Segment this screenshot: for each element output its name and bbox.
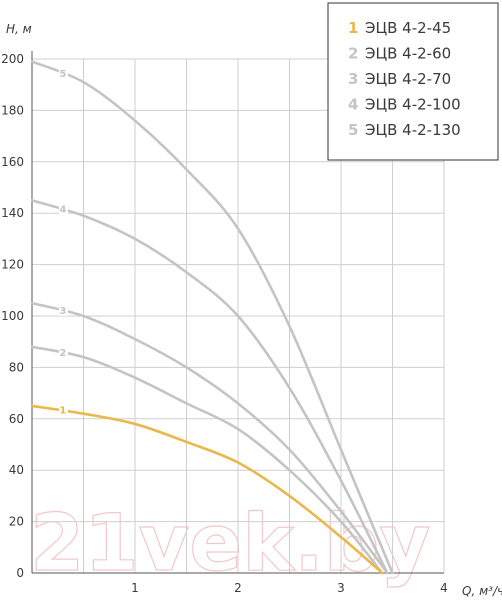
y-tick-label: 180 — [1, 103, 24, 117]
curve-label-3: 3 — [59, 306, 66, 317]
y-tick-label: 100 — [1, 309, 24, 323]
legend: 1 ЭЦВ 4-2-45 2 ЭЦВ 4-2-60 3 ЭЦВ 4-2-70 4 ЭЦВ 4-… — [327, 2, 499, 161]
legend-number-3: 3 — [348, 70, 358, 88]
legend-number-2: 2 — [348, 45, 358, 63]
legend-entry-2: ЭЦВ 4-2-60 — [365, 45, 451, 63]
y-tick-label: 40 — [9, 463, 24, 477]
legend-box — [327, 2, 499, 161]
legend-number-5: 5 — [348, 121, 358, 139]
series-curve-4 — [30, 199, 389, 575]
curve-label-5: 5 — [59, 69, 66, 80]
y-tick-label: 140 — [1, 206, 24, 220]
curve-label-4: 4 — [59, 205, 66, 216]
curve-label-background — [58, 202, 68, 215]
y-tick-label: 160 — [1, 155, 24, 169]
watermark: 21vek.by — [29, 498, 431, 589]
watermark-text: 21vek.by — [30, 499, 430, 589]
y-axis-ticks: 0 20 40 60 80 100 120 140 160 180 200 — [1, 52, 24, 580]
curve-label-1: 1 — [59, 406, 66, 417]
axes — [31, 51, 444, 574]
series-curve-2 — [30, 345, 384, 575]
x-axis-ticks: 1 2 3 4 — [131, 581, 448, 595]
curve-label-background — [58, 303, 68, 316]
x-tick-label: 1 — [131, 581, 139, 595]
curve-label-background — [58, 66, 68, 79]
legend-entry-3: ЭЦВ 4-2-70 — [365, 70, 451, 88]
legend-entry-4: ЭЦВ 4-2-100 — [365, 96, 461, 114]
curve-label-background — [58, 346, 68, 359]
legend-number-1: 1 — [348, 19, 358, 37]
series-curve-5 — [30, 60, 394, 575]
y-tick-label: 60 — [9, 412, 24, 426]
legend-number-4: 4 — [348, 96, 358, 114]
y-axis-label: H, м — [6, 22, 32, 36]
series-curve-1 — [30, 404, 384, 575]
curve-label-background — [58, 403, 68, 416]
y-tick-label: 200 — [1, 52, 24, 66]
series-curves: 5 4 3 2 1 — [30, 60, 394, 575]
x-axis-label: Q, м³/ч — [462, 584, 502, 598]
y-tick-label: 0 — [16, 566, 24, 580]
x-tick-label: 3 — [337, 581, 345, 595]
x-tick-label: 2 — [234, 581, 242, 595]
y-tick-label: 80 — [9, 360, 24, 374]
curve-label-2: 2 — [59, 348, 66, 359]
series-curve-3 — [30, 301, 389, 575]
legend-entry-5: ЭЦВ 4-2-130 — [365, 121, 461, 139]
legend-entry-1: ЭЦВ 4-2-45 — [365, 19, 451, 37]
x-tick-label: 4 — [440, 581, 448, 595]
y-tick-label: 120 — [1, 258, 24, 272]
y-tick-label: 20 — [9, 515, 24, 529]
